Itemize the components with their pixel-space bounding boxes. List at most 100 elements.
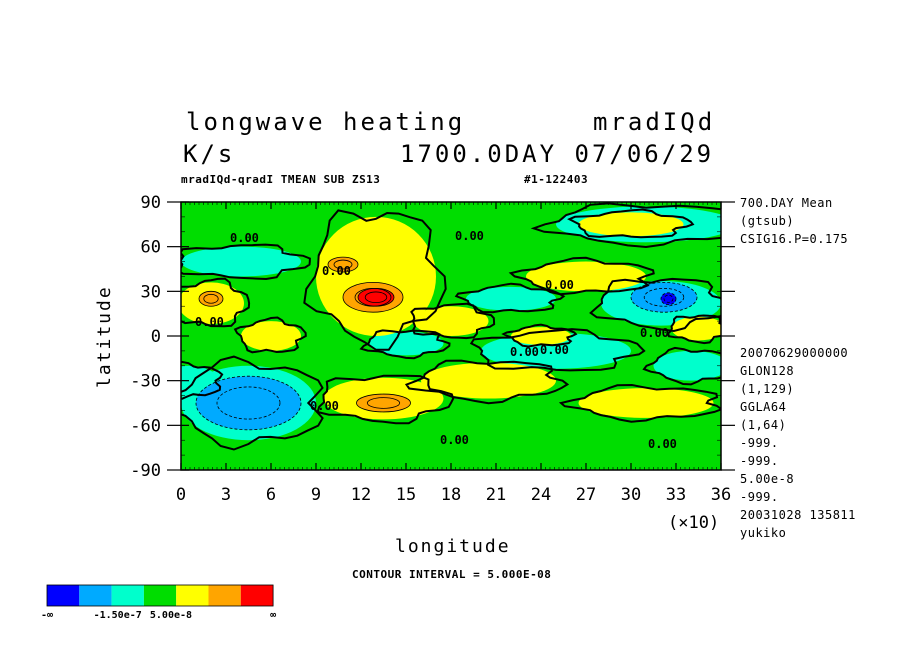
run-id: #1-122403: [524, 173, 589, 186]
contour-line-inner: [203, 293, 219, 304]
x-tick-label: 27: [576, 485, 596, 505]
y-tick-label: 30: [141, 282, 161, 302]
contour-line: [181, 243, 311, 281]
level-regions: [196, 257, 697, 430]
level-region-high: [358, 288, 394, 307]
colorbar-label: -∞: [41, 610, 53, 621]
colorbar-label: 5.00e-8: [150, 610, 192, 621]
contour-line: [404, 359, 570, 405]
side-info-line: 700.DAY Mean: [740, 196, 833, 210]
warm-region: [316, 216, 436, 336]
contour-line: [589, 277, 721, 333]
x-tick-label: 33: [666, 485, 686, 505]
contour-label: 0.00: [545, 278, 574, 292]
contour-label: 0.00: [322, 264, 351, 278]
colorbar-swatch: [79, 585, 112, 606]
x-tick-label: 6: [266, 485, 276, 505]
side-info-line: -999.: [740, 436, 779, 450]
contour-label: 0.00: [648, 437, 677, 451]
colorbar-label: -1.50e-7: [94, 610, 142, 621]
dataset-name: mradIQd: [593, 108, 716, 136]
y-tick-label: -60: [130, 416, 161, 436]
contour-line: [567, 208, 695, 239]
y-tick-label: 90: [141, 193, 161, 213]
warm-region: [671, 316, 721, 341]
contour-line-inner: [216, 386, 281, 420]
contour-line-inner: [366, 397, 401, 409]
x-tick-label: 21: [486, 485, 506, 505]
contour-line: [181, 355, 324, 451]
warm-region: [421, 362, 556, 399]
contour-line-inner: [663, 294, 674, 303]
side-info-line: (gtsub): [740, 214, 795, 228]
x-axis-label: longitude: [395, 536, 511, 557]
x-tick-label: 36: [711, 485, 731, 505]
x-multiplier: (×10): [668, 513, 720, 533]
cool-region: [653, 350, 721, 381]
side-info-line: yukiko: [740, 526, 787, 540]
contour-labels: 0.00 0.000.000.000.000.00 0.000.000.000.00…: [195, 229, 677, 451]
contour-label: 0.00: [310, 399, 339, 413]
datetime-label: 1700.0DAY 07/06/29: [400, 140, 715, 168]
contour-line-inner: [643, 287, 685, 307]
x-ticks: 0 3 6 9 12 15 18 21 24 27 30 33 36: [176, 202, 731, 505]
x-tick-label: 30: [621, 485, 641, 505]
y-ticks: 90 60 30 0 -30 -60 -90: [130, 193, 735, 481]
contour-label: 0.00: [540, 343, 569, 357]
colorbar-swatch: [240, 585, 274, 606]
subtitle: mradIQd-qradI TMEAN SUB ZS13: [181, 173, 381, 186]
contour-label: 0.00: [230, 231, 259, 245]
x-tick-label: 0: [176, 485, 186, 505]
warm-region: [578, 212, 684, 237]
colorbar-swatch: [111, 585, 144, 606]
contour-line-inner: [630, 281, 698, 313]
contour-line-inner: [195, 375, 302, 431]
side-info-line: 20070629000000: [740, 346, 849, 360]
warm-region: [526, 261, 646, 292]
contour-line: [359, 329, 451, 360]
contour-line: [642, 346, 721, 386]
contour-line: [181, 360, 224, 400]
warm-region: [578, 388, 714, 418]
side-info-bottom: 20070629000000 GLON128 (1,129) GGLA64 (1…: [740, 346, 856, 544]
side-info-line: 20031028 135811: [740, 508, 856, 522]
contour-line-inner: [364, 291, 388, 304]
contour-label: 0.00: [640, 326, 669, 340]
side-info-line: 5.00e-8: [740, 472, 795, 486]
contour-line: [303, 209, 447, 351]
side-info-line: (1,64): [740, 418, 787, 432]
colorbar-frame: [46, 584, 274, 607]
contour-line: [508, 256, 655, 296]
contour-line: [233, 316, 307, 354]
contour-line-inner: [342, 281, 404, 313]
contour-line-inner: [660, 292, 677, 306]
side-info-line: GGLA64: [740, 400, 787, 414]
y-tick-label: -90: [130, 461, 161, 481]
level-region-mid: [356, 394, 411, 412]
contour-label: 0.00: [440, 433, 469, 447]
contour-line: [316, 374, 455, 425]
contour-line-inner: [354, 287, 392, 307]
x-tick-label: 3: [221, 485, 231, 505]
colorbar-label: ∞: [270, 610, 276, 621]
colorbar-swatch: [176, 585, 209, 606]
contour-line-inner: [327, 256, 359, 273]
x-tick-label: 18: [441, 485, 461, 505]
contour-line: [530, 202, 721, 249]
contour-lines: [181, 202, 721, 451]
level-region-mid: [328, 257, 358, 272]
side-info-top: 700.DAY Mean (gtsub) CSIG16.P=0.175: [740, 196, 848, 250]
level-region-low: [661, 292, 676, 305]
chart-title: longwave heating: [186, 108, 466, 136]
y-tick-label: 60: [141, 238, 161, 258]
side-info-line: (1,129): [740, 382, 795, 396]
colorbar-swatch: [208, 585, 241, 606]
colorbar-swatch: [47, 585, 80, 606]
level-region-low: [196, 376, 301, 430]
contour-interval: CONTOUR INTERVAL = 5.000E-08: [352, 568, 552, 581]
side-info-line: CSIG16.P=0.175: [740, 232, 849, 246]
warm-region: [241, 321, 301, 351]
contour-line: [181, 277, 251, 328]
contour-label: 0.00: [195, 315, 224, 329]
